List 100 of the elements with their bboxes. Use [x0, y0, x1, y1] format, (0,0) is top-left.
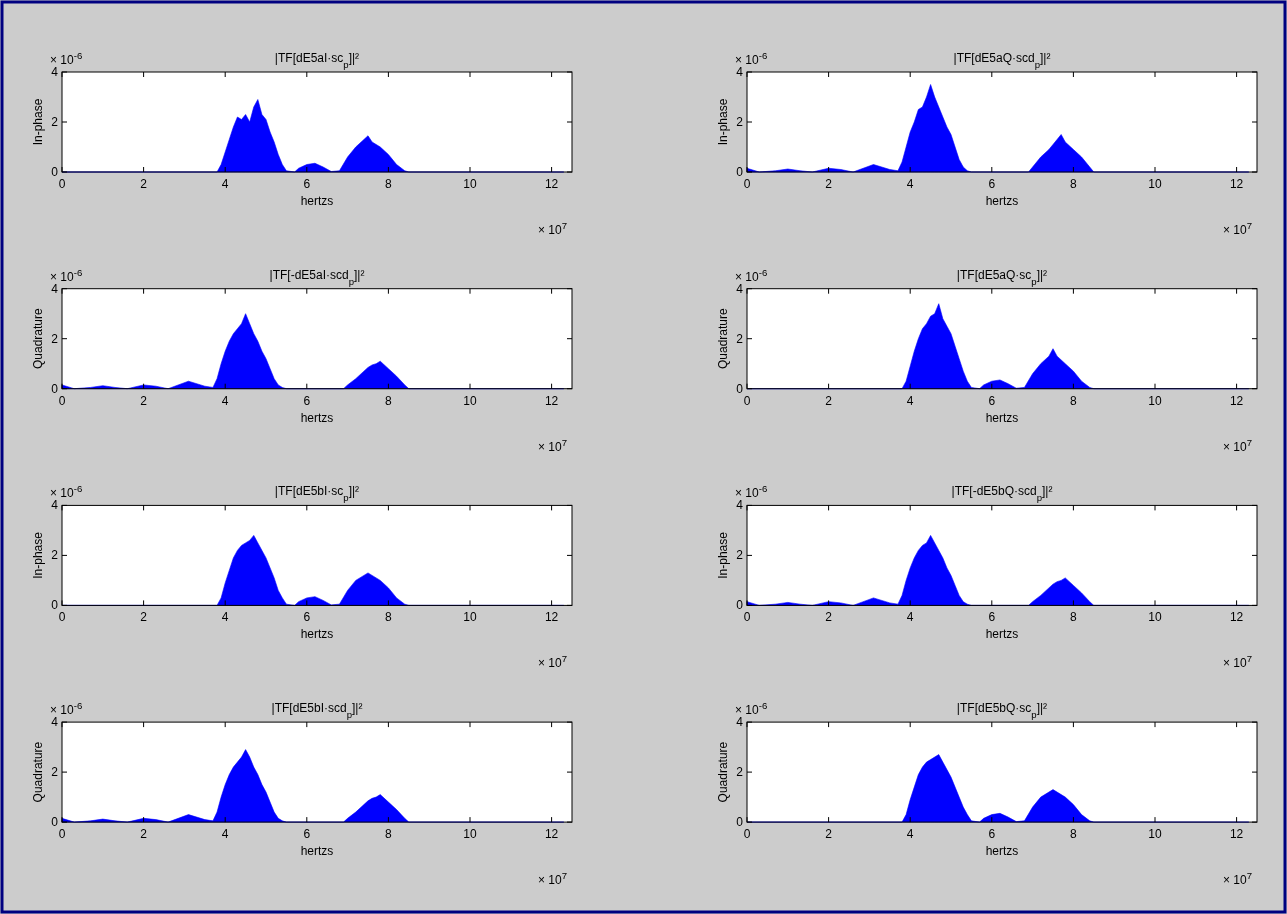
text: × 10$^{7}$	[538, 869, 568, 888]
y-tick-label: 4	[736, 498, 744, 513]
x-tick-label: 2	[825, 393, 833, 408]
y-axis-title: Quadrature	[31, 308, 45, 370]
x-axis-title: hertzs	[300, 194, 334, 208]
x-tick-label: 6	[303, 827, 311, 842]
x-tick-label: 12	[544, 827, 559, 842]
chart-title: |TF[dE5aI·sc$_{p}$]|²	[274, 51, 360, 70]
x-axis-title: hertzs	[985, 410, 1019, 425]
chart-title: |TF[dE5bQ·sc$_{p}$]|²	[956, 701, 1048, 720]
y-tick-label: 0	[51, 598, 59, 613]
y-axis-title: In-phase	[31, 98, 45, 146]
x-tick-label: 10	[463, 393, 477, 408]
x-tick-label: 2	[140, 393, 148, 408]
x-tick-label: 8	[385, 177, 393, 191]
y-tick-label: 2	[51, 331, 59, 346]
text: × 10$^{7}$	[1223, 219, 1253, 237]
y-tick-label: 4	[51, 498, 59, 513]
x-axis-title: hertzs	[985, 844, 1019, 859]
x-tick-label: 12	[1229, 177, 1244, 191]
text: × 10$^{-6}$	[735, 699, 768, 718]
x-tick-label: 6	[303, 393, 311, 408]
x-tick-label: 4	[221, 610, 229, 625]
y-axis-title: In-phase	[716, 531, 730, 579]
y-axis-title: Quadrature	[716, 308, 730, 370]
x-tick-label: 10	[463, 827, 477, 842]
chart-title: |TF[dE5bI·scd$_{p}$]|²	[271, 701, 363, 720]
x-axis-title: hertzs	[985, 194, 1019, 208]
x-tick-label: 8	[385, 393, 393, 408]
y-tick-label: 4	[736, 65, 744, 79]
y-axis-title: Quadrature	[31, 741, 45, 803]
x-tick-label: 12	[544, 177, 559, 191]
x-tick-label: 2	[825, 177, 833, 191]
text: × 10$^{7}$	[1223, 869, 1253, 888]
x-tick-label: 12	[544, 610, 559, 625]
x-tick-label: 2	[140, 827, 148, 842]
x-tick-label: 4	[906, 610, 914, 625]
x-tick-label: 8	[1070, 827, 1078, 842]
chart-title: |TF[-dE5aI·scd$_{p}$]|²	[269, 267, 365, 287]
x-tick-label: 12	[1229, 393, 1244, 408]
x-tick-label: 6	[303, 177, 311, 191]
y-tick-label: 0	[736, 598, 744, 613]
x-tick-label: 6	[988, 393, 996, 408]
x-tick-label: 4	[906, 177, 914, 191]
x-axis-title: hertzs	[300, 844, 334, 859]
y-tick-label: 2	[51, 115, 59, 129]
chart-title: |TF[dE5aQ·scd$_{p}$]|²	[953, 51, 1051, 70]
x-tick-label: 12	[544, 393, 559, 408]
x-tick-label: 2	[825, 610, 833, 625]
y-axis-title: Quadrature	[716, 741, 730, 803]
y-tick-label: 4	[51, 715, 59, 730]
chart-title: |TF[dE5bI·sc$_{p}$]|²	[274, 484, 360, 503]
text: × 10$^{-6}$	[50, 482, 83, 501]
text: × 10$^{7}$	[538, 652, 568, 671]
x-tick-label: 2	[140, 177, 148, 191]
y-tick-label: 4	[736, 715, 744, 730]
x-tick-label: 10	[1148, 827, 1162, 842]
text: × 10$^{7}$	[1223, 652, 1253, 671]
y-tick-label: 0	[736, 165, 744, 179]
y-tick-label: 4	[51, 281, 59, 296]
x-tick-label: 8	[1070, 610, 1078, 625]
y-tick-label: 0	[51, 815, 59, 830]
x-tick-label: 4	[906, 827, 914, 842]
text: × 10$^{-6}$	[50, 699, 83, 718]
y-tick-label: 0	[51, 381, 59, 396]
x-tick-label: 6	[988, 177, 996, 191]
x-tick-label: 6	[303, 610, 311, 625]
x-tick-label: 8	[1070, 393, 1078, 408]
text: × 10$^{-6}$	[735, 482, 768, 501]
x-tick-label: 2	[140, 610, 148, 625]
y-axis-title: In-phase	[716, 98, 730, 146]
text: × 10$^{7}$	[538, 219, 568, 237]
text: × 10$^{7}$	[538, 436, 568, 454]
x-axis-title: hertzs	[985, 627, 1019, 642]
y-tick-label: 2	[736, 765, 744, 780]
x-tick-label: 4	[906, 393, 914, 408]
x-tick-label: 4	[221, 393, 229, 408]
text: × 10$^{7}$	[1223, 436, 1253, 454]
x-tick-label: 4	[221, 177, 229, 191]
y-tick-label: 4	[51, 65, 59, 79]
x-tick-label: 2	[825, 827, 833, 842]
x-tick-label: 8	[385, 610, 393, 625]
x-tick-label: 12	[1229, 610, 1244, 625]
y-tick-label: 2	[51, 765, 59, 780]
text: × 10$^{-6}$	[50, 49, 83, 67]
y-tick-label: 4	[736, 281, 744, 296]
y-tick-label: 0	[736, 381, 744, 396]
x-tick-label: 10	[1148, 177, 1162, 191]
text: × 10$^{-6}$	[50, 266, 83, 284]
y-tick-label: 2	[736, 331, 744, 346]
x-tick-label: 10	[463, 177, 477, 191]
x-tick-label: 6	[988, 827, 996, 842]
x-tick-label: 10	[1148, 393, 1162, 408]
y-tick-label: 2	[736, 115, 744, 129]
x-tick-label: 12	[1229, 827, 1244, 842]
chart-title: |TF[-dE5bQ·scd$_{p}$]|²	[951, 484, 1053, 503]
y-tick-label: 0	[51, 165, 59, 179]
x-tick-label: 8	[385, 827, 393, 842]
text: × 10$^{-6}$	[735, 266, 768, 284]
x-tick-label: 8	[1070, 177, 1078, 191]
